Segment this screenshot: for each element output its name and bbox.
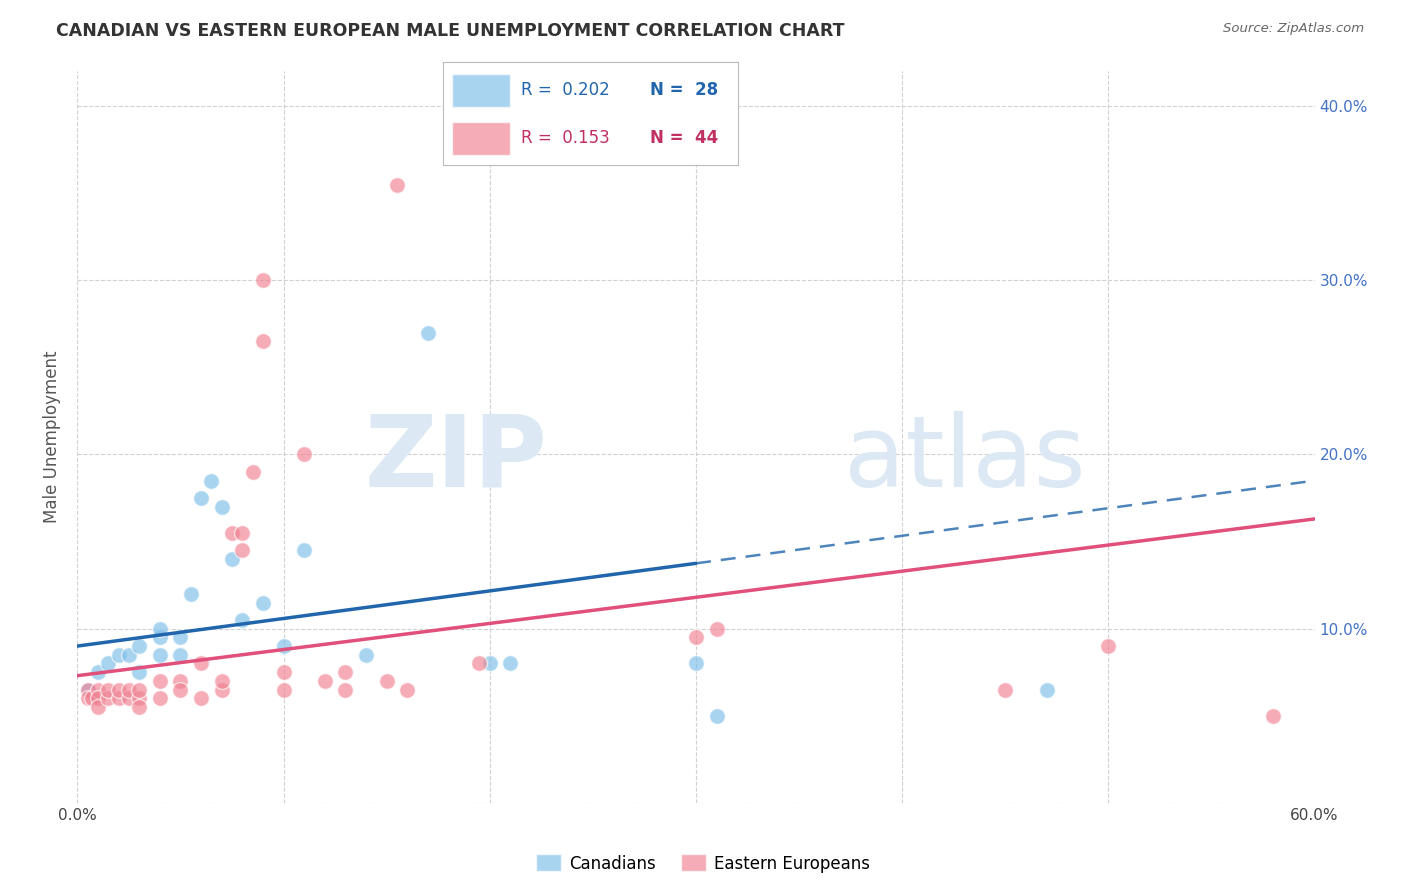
Point [396,682,419,697]
Point [416,326,439,340]
Point [211,682,233,697]
Point [211,500,233,514]
Point [273,665,295,680]
Point [273,639,295,653]
Point [169,631,191,645]
Point [97,682,120,697]
Text: R =  0.153: R = 0.153 [522,129,610,147]
Point [169,648,191,662]
Point [994,682,1017,697]
Point [149,631,172,645]
Text: ZIP: ZIP [364,410,547,508]
Point [273,682,295,697]
Point [335,682,357,697]
Point [128,665,150,680]
Point [87,691,110,706]
Point [190,491,212,505]
Point [169,673,191,688]
Point [706,708,728,723]
Point [128,639,150,653]
Point [149,673,172,688]
Point [685,657,707,671]
Point [76,691,98,706]
Point [252,595,274,609]
Point [118,648,141,662]
Point [1263,708,1285,723]
Point [231,543,253,558]
Point [118,691,141,706]
Point [499,657,522,671]
Point [221,552,243,566]
Point [706,622,728,636]
Point [87,700,110,714]
Point [76,682,98,697]
Point [685,631,707,645]
Point [128,682,150,697]
Point [76,682,98,697]
Point [149,648,172,662]
Text: N =  28: N = 28 [650,81,717,99]
Point [314,673,336,688]
Point [200,474,222,488]
Point [128,691,150,706]
Point [190,657,212,671]
Point [292,448,315,462]
Point [231,613,253,627]
Point [1035,682,1057,697]
Bar [451,74,509,106]
Point [180,587,202,601]
Point [118,682,141,697]
Point [128,700,150,714]
Text: N =  44: N = 44 [650,129,718,147]
Point [354,648,377,662]
Point [231,525,253,540]
Text: Source: ZipAtlas.com: Source: ZipAtlas.com [1223,22,1364,36]
Text: atlas: atlas [845,410,1085,508]
Point [242,465,264,479]
Point [97,657,120,671]
Point [190,691,212,706]
Point [335,665,357,680]
Point [1097,639,1119,653]
Point [292,543,315,558]
Point [468,657,491,671]
Text: CANADIAN VS EASTERN EUROPEAN MALE UNEMPLOYMENT CORRELATION CHART: CANADIAN VS EASTERN EUROPEAN MALE UNEMPL… [56,22,845,40]
Point [149,622,172,636]
Y-axis label: Male Unemployment: Male Unemployment [44,351,62,524]
Point [87,665,110,680]
Point [107,682,129,697]
Point [478,657,501,671]
Point [87,682,110,697]
Point [221,525,243,540]
Point [211,673,233,688]
Point [252,273,274,287]
Legend: Canadians, Eastern Europeans: Canadians, Eastern Europeans [529,847,877,880]
Point [80,691,103,706]
Point [97,691,120,706]
Point [107,648,129,662]
Text: R =  0.202: R = 0.202 [522,81,610,99]
Point [169,682,191,697]
Point [385,178,408,192]
Point [375,673,398,688]
Point [252,334,274,349]
Point [149,691,172,706]
Point [107,691,129,706]
Bar [451,122,509,155]
